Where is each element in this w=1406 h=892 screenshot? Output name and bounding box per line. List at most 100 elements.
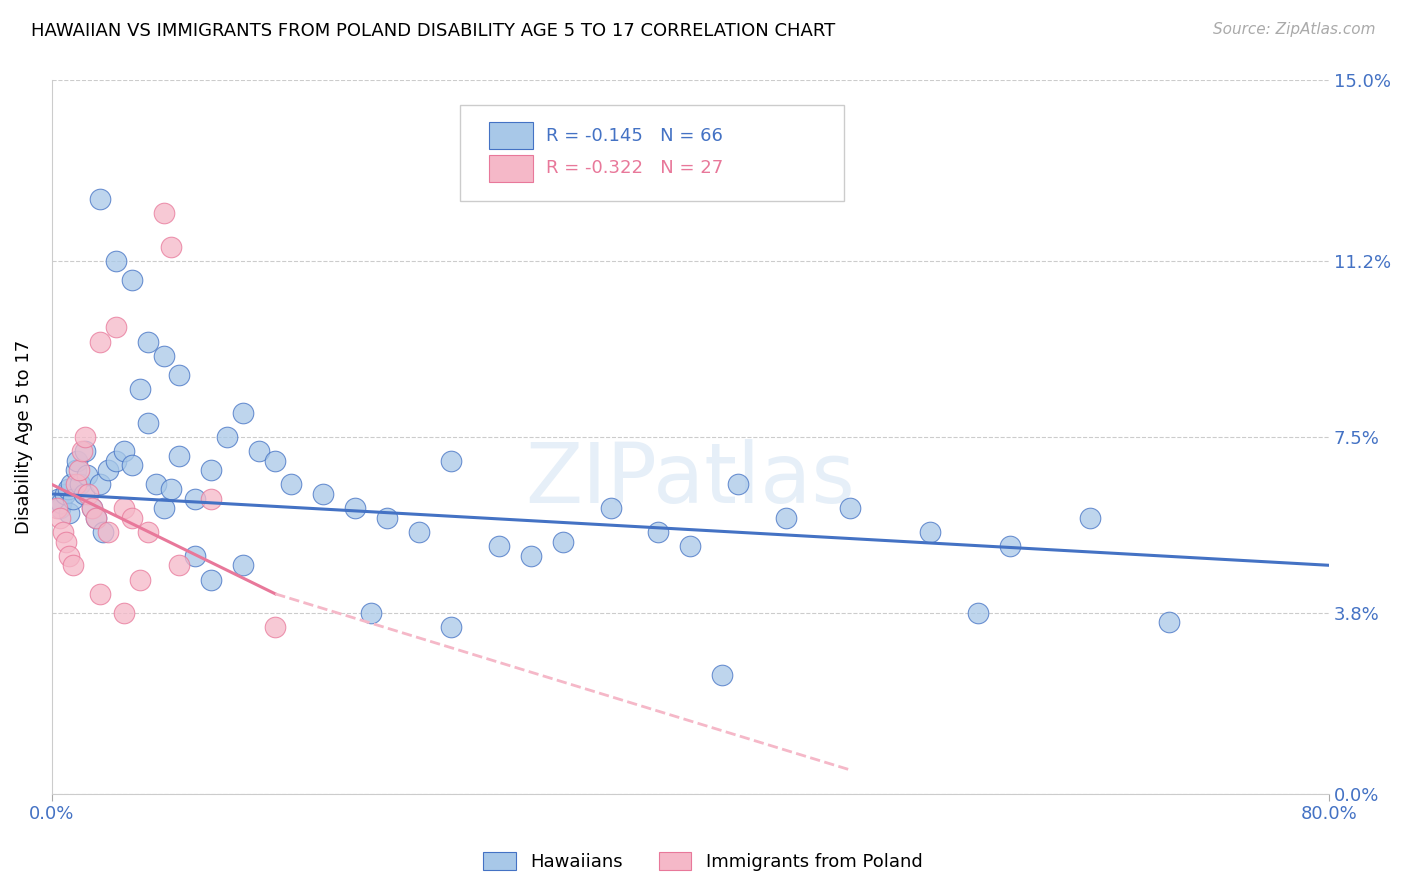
Point [232, 406, 254, 420]
Point [121, 273, 143, 287]
Point [408, 524, 430, 539]
Point [69, 477, 91, 491]
Point [48, 501, 70, 516]
Point [679, 539, 702, 553]
Point [839, 501, 862, 516]
Point [145, 477, 167, 491]
Point [55, 534, 77, 549]
Y-axis label: Disability Age 5 to 17: Disability Age 5 to 17 [15, 340, 32, 534]
Point [70, 444, 93, 458]
Point [200, 491, 222, 506]
Point [200, 573, 222, 587]
Point [280, 477, 302, 491]
Point [998, 539, 1021, 553]
Point [89, 334, 111, 349]
Point [89, 477, 111, 491]
Point [80, 501, 103, 516]
Point [128, 382, 150, 396]
Point [344, 501, 367, 516]
Point [152, 349, 174, 363]
Point [89, 192, 111, 206]
Point [184, 549, 207, 563]
Text: R = -0.145   N = 66: R = -0.145 N = 66 [546, 127, 723, 145]
Point [62, 491, 84, 506]
Point [184, 491, 207, 506]
Point [488, 539, 510, 553]
Text: ZIPatlas: ZIPatlas [526, 439, 855, 520]
Point [77, 487, 100, 501]
Text: R = -0.322   N = 27: R = -0.322 N = 27 [546, 160, 723, 178]
Point [58, 549, 80, 563]
Point [136, 416, 159, 430]
Point [112, 501, 135, 516]
Point [89, 587, 111, 601]
Point [56, 482, 79, 496]
Point [360, 606, 382, 620]
Point [104, 253, 127, 268]
Point [75, 430, 97, 444]
Point [75, 444, 97, 458]
Point [86, 510, 108, 524]
Point [152, 501, 174, 516]
Point [200, 463, 222, 477]
Point [51, 496, 73, 510]
Point [45, 501, 67, 516]
Point [76, 467, 98, 482]
Point [966, 606, 988, 620]
Point [1159, 615, 1181, 630]
Point [97, 524, 120, 539]
Point [312, 487, 335, 501]
Point [53, 487, 76, 501]
Point [160, 239, 183, 253]
Point [169, 558, 191, 573]
Point [599, 501, 621, 516]
Point [128, 573, 150, 587]
Point [918, 524, 941, 539]
Point [121, 510, 143, 524]
Point [86, 510, 108, 524]
Point [711, 667, 734, 681]
Point [62, 558, 84, 573]
Point [121, 458, 143, 473]
Point [46, 491, 69, 506]
Point [440, 620, 463, 634]
Point [91, 524, 114, 539]
Point [217, 430, 239, 444]
Point [80, 501, 103, 516]
Point [247, 444, 270, 458]
Point [232, 558, 254, 573]
Point [160, 482, 183, 496]
Point [65, 463, 87, 477]
Point [136, 334, 159, 349]
Point [775, 510, 797, 524]
Legend: Hawaiians, Immigrants from Poland: Hawaiians, Immigrants from Poland [477, 845, 929, 879]
Point [152, 206, 174, 220]
Point [65, 477, 87, 491]
Point [440, 453, 463, 467]
FancyBboxPatch shape [488, 155, 533, 182]
Point [727, 477, 749, 491]
Point [59, 477, 82, 491]
Point [551, 534, 574, 549]
Point [66, 453, 89, 467]
Point [264, 620, 287, 634]
Point [73, 487, 96, 501]
Point [647, 524, 669, 539]
Point [519, 549, 541, 563]
Point [104, 320, 127, 334]
Point [58, 506, 80, 520]
Point [264, 453, 287, 467]
Point [52, 524, 75, 539]
Text: Source: ZipAtlas.com: Source: ZipAtlas.com [1212, 22, 1375, 37]
Point [97, 463, 120, 477]
Point [104, 453, 127, 467]
Point [112, 606, 135, 620]
Point [112, 444, 135, 458]
Text: HAWAIIAN VS IMMIGRANTS FROM POLAND DISABILITY AGE 5 TO 17 CORRELATION CHART: HAWAIIAN VS IMMIGRANTS FROM POLAND DISAB… [31, 22, 835, 40]
Point [169, 368, 191, 382]
Point [136, 524, 159, 539]
FancyBboxPatch shape [488, 122, 533, 149]
Point [169, 449, 191, 463]
Point [375, 510, 398, 524]
Point [67, 463, 90, 477]
